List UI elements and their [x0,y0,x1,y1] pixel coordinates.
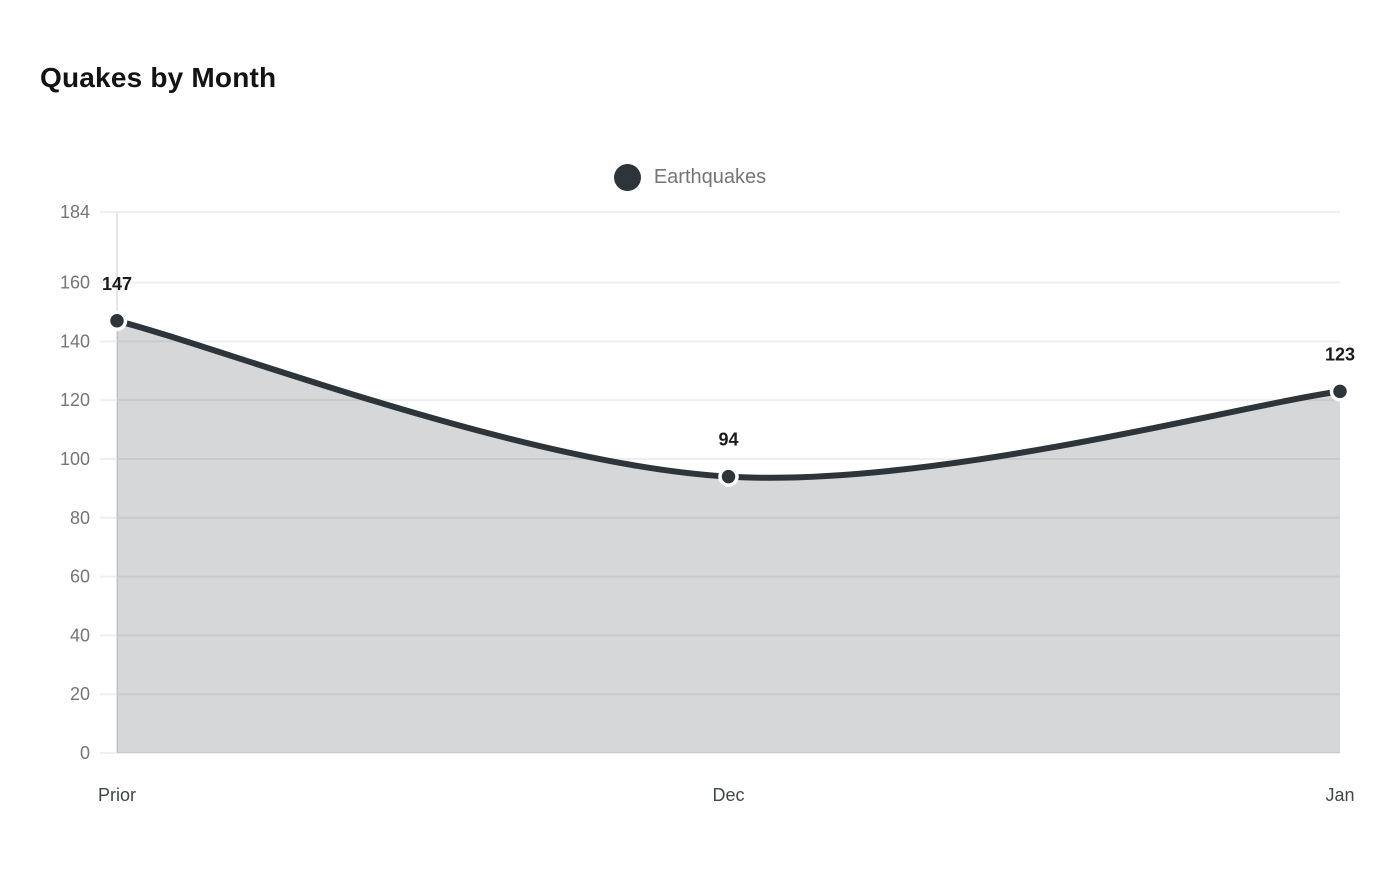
legend-item-earthquakes[interactable]: Earthquakes [613,164,767,191]
legend-series-marker-icon [613,164,641,191]
legend: Earthquakes [0,164,1400,191]
data-point-marker-dec[interactable] [718,466,739,487]
legend-item-label: Earthquakes [653,166,767,188]
y-axis-tick-label: 60 [70,567,90,587]
x-axis-label-prior: Prior [98,785,136,805]
y-axis-tick-label: 40 [70,625,90,645]
y-axis-tick-label: 140 [60,331,90,351]
data-point-marker-prior[interactable] [106,310,128,332]
data-value-label: 147 [102,274,132,294]
y-axis-tick-label: 184 [60,202,90,222]
data-value-label: 123 [1325,344,1355,364]
data-value-label: 94 [718,430,738,450]
x-axis-label-jan: Jan [1325,785,1354,805]
chart-title: Quakes by Month [40,62,277,93]
area-fill [117,320,1340,753]
y-axis-tick-label: 100 [60,449,90,469]
y-axis-tick-label: 160 [60,273,90,293]
y-axis-tick-label: 20 [70,684,90,704]
y-axis-tick-label: 120 [60,390,90,410]
y-axis-tick-label: 0 [80,743,90,763]
x-axis-label-dec: Dec [712,785,744,805]
data-point-marker-jan[interactable] [1329,381,1351,402]
y-axis-tick-label: 80 [70,508,90,528]
